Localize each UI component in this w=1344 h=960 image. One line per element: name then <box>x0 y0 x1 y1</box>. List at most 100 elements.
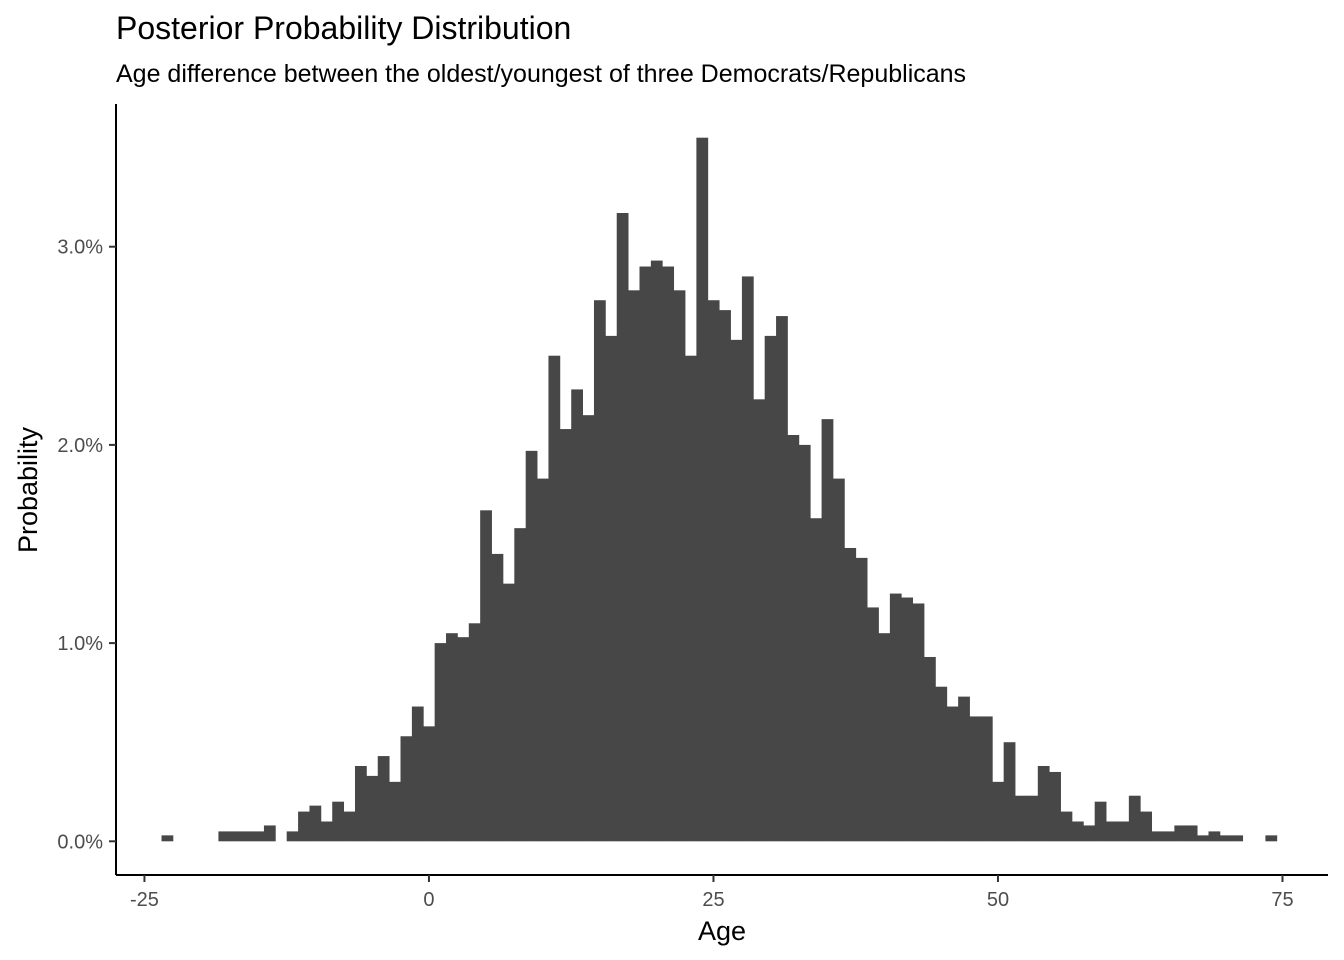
histogram-bar <box>1185 825 1198 842</box>
histogram-bar <box>343 811 356 842</box>
histogram-bar <box>1071 821 1084 842</box>
histogram-bar <box>1117 821 1130 842</box>
histogram-bar <box>309 805 322 842</box>
histogram-bar <box>1231 835 1244 842</box>
y-axis-ticks: 0.0% 1.0% 2.0% 3.0% <box>57 237 116 853</box>
histogram-bar <box>1060 811 1073 842</box>
histogram-bar <box>263 825 276 842</box>
histogram-bar <box>1208 831 1221 842</box>
histogram-bar <box>559 429 572 842</box>
histogram-bar <box>377 756 390 842</box>
histogram-bar <box>946 706 959 842</box>
histogram-bar <box>1026 795 1039 842</box>
histogram-bar <box>650 260 663 842</box>
histogram-bar <box>161 835 174 842</box>
histogram-bar <box>832 478 845 842</box>
histogram-bar <box>696 137 709 842</box>
histogram-bar <box>537 478 549 842</box>
histogram-bar <box>548 355 561 842</box>
histogram-bar <box>1140 811 1153 842</box>
histogram-bar <box>252 831 265 842</box>
histogram-bar <box>229 831 242 842</box>
chart-subtitle: Age difference between the oldest/younge… <box>116 60 966 88</box>
histogram-bar <box>1162 831 1175 842</box>
histogram-bar <box>741 276 754 842</box>
histogram-bar <box>218 831 231 842</box>
histogram-bar <box>468 623 481 842</box>
histogram-bar <box>969 716 982 842</box>
histogram-bar <box>639 266 652 842</box>
histogram-bar <box>1265 835 1278 842</box>
x-tick-label: 25 <box>702 889 724 911</box>
y-tick-label: 1.0% <box>57 633 103 655</box>
histogram-bar <box>582 415 595 842</box>
histogram-bar <box>1015 795 1027 842</box>
histogram-bar <box>673 290 686 842</box>
histogram-bar <box>1219 835 1232 842</box>
histogram-bar <box>423 726 436 842</box>
histogram-bar <box>707 300 720 842</box>
histogram-bar <box>389 781 401 842</box>
histogram-bar <box>855 557 868 842</box>
histogram-bar <box>821 419 834 842</box>
histogram-bar <box>878 633 891 842</box>
histogram-bar <box>1083 825 1096 842</box>
histogram-bar <box>730 339 743 842</box>
histogram-bar <box>719 310 731 842</box>
histogram-bar <box>787 434 800 842</box>
histogram-bar <box>924 656 936 842</box>
histogram-bar <box>514 528 527 842</box>
y-axis-title: Probability <box>13 426 43 553</box>
histogram-bar <box>1003 742 1016 842</box>
histogram-bar <box>867 607 879 842</box>
histogram-bar <box>434 643 447 842</box>
histogram-bar <box>400 736 413 842</box>
histogram-bar <box>1049 771 1061 842</box>
y-tick-label: 2.0% <box>57 435 103 457</box>
histogram-bar <box>1106 821 1118 842</box>
histogram-bar <box>480 510 492 842</box>
histogram-bar <box>935 686 948 842</box>
histogram-bar <box>764 335 777 842</box>
histogram-bar <box>889 593 902 842</box>
histogram-bar <box>411 706 424 842</box>
histogram-bar <box>1151 831 1164 842</box>
histogram-bar <box>958 696 970 842</box>
histogram-bar <box>685 355 697 842</box>
histogram-bar <box>1037 765 1050 842</box>
histogram-bar <box>616 213 629 842</box>
histogram-bar <box>241 831 253 842</box>
y-tick-label: 3.0% <box>57 237 103 259</box>
histogram-bars <box>161 137 1278 842</box>
histogram-bar <box>901 597 914 842</box>
x-tick-label: -25 <box>130 889 159 911</box>
histogram-bar <box>980 716 993 842</box>
histogram-bar <box>298 811 310 842</box>
histogram-bar <box>1094 801 1107 842</box>
y-tick-label: 0.0% <box>57 831 103 853</box>
histogram-bar <box>446 633 458 842</box>
histogram-bar <box>354 765 367 842</box>
histogram-bar <box>571 389 583 842</box>
histogram-bar <box>912 603 925 842</box>
histogram-bar <box>662 266 675 842</box>
x-axis-ticks: -25 0 25 50 75 <box>130 875 1294 911</box>
histogram-bar <box>798 444 811 842</box>
histogram-bar <box>605 335 618 842</box>
histogram-bar <box>628 290 640 842</box>
histogram-bar <box>366 775 379 842</box>
x-tick-label: 75 <box>1271 889 1293 911</box>
histogram-bar <box>1174 825 1187 842</box>
histogram-bar <box>776 316 788 842</box>
histogram-bar <box>457 637 470 842</box>
histogram-bar <box>1197 835 1209 842</box>
histogram-bar <box>1128 795 1141 842</box>
x-tick-label: 50 <box>987 889 1009 911</box>
histogram-bar <box>320 821 333 842</box>
histogram-bar <box>525 450 538 842</box>
histogram-bar <box>502 583 515 842</box>
histogram-bar <box>593 300 606 842</box>
histogram-bar <box>491 553 504 842</box>
histogram-bar <box>332 801 345 842</box>
